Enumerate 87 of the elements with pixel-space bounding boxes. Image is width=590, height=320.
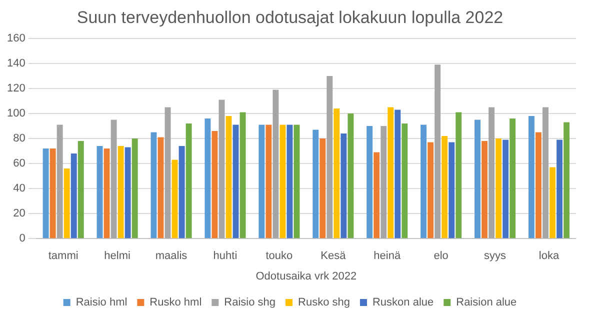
bar bbox=[488, 107, 495, 238]
bar bbox=[266, 124, 272, 238]
bar bbox=[420, 124, 427, 238]
bar bbox=[348, 113, 354, 238]
bar bbox=[402, 123, 408, 238]
y-tick-label: 100 bbox=[6, 108, 26, 120]
bar bbox=[172, 160, 178, 238]
bar bbox=[340, 133, 347, 238]
bar bbox=[334, 108, 340, 238]
bar bbox=[536, 132, 542, 238]
legend-label: Raisio hml bbox=[76, 296, 128, 309]
bar bbox=[496, 138, 502, 238]
bar bbox=[50, 148, 56, 238]
x-tick-label: heinä bbox=[374, 250, 402, 262]
x-tick-label: loka bbox=[538, 250, 560, 262]
bar bbox=[226, 116, 232, 238]
bar bbox=[78, 141, 84, 238]
bar bbox=[218, 100, 225, 238]
bar bbox=[212, 130, 218, 238]
bar bbox=[528, 116, 534, 238]
bar bbox=[474, 120, 480, 238]
bar bbox=[294, 124, 300, 238]
bar bbox=[186, 123, 192, 238]
y-tick-label: 20 bbox=[13, 208, 26, 220]
legend-label: Raision alue bbox=[456, 296, 517, 309]
x-tick-label: tammi bbox=[48, 250, 78, 262]
bar bbox=[70, 154, 77, 238]
bar bbox=[366, 126, 373, 238]
bar bbox=[118, 146, 124, 238]
bar bbox=[550, 167, 556, 238]
x-tick-label: touko bbox=[266, 250, 293, 262]
bar bbox=[380, 126, 387, 238]
bar bbox=[124, 147, 131, 238]
x-tick-label: maalis bbox=[155, 250, 188, 262]
bar bbox=[56, 124, 63, 238]
x-tick-label: Kesä bbox=[320, 250, 347, 262]
bar bbox=[272, 90, 279, 238]
bar bbox=[434, 64, 441, 238]
legend-label: Raisio shg bbox=[224, 296, 276, 309]
y-tick-label: 140 bbox=[6, 57, 26, 70]
bar bbox=[204, 118, 211, 238]
bar bbox=[320, 138, 326, 238]
y-tick-label: 60 bbox=[13, 158, 26, 170]
bar bbox=[240, 112, 246, 238]
bar bbox=[158, 137, 164, 238]
bar bbox=[456, 112, 462, 238]
y-tick-label: 120 bbox=[6, 82, 26, 94]
bar bbox=[104, 148, 110, 238]
bar bbox=[258, 124, 265, 238]
bar bbox=[286, 124, 293, 238]
y-tick-label: 80 bbox=[13, 132, 26, 145]
bar bbox=[442, 136, 448, 238]
y-tick-label: 40 bbox=[13, 182, 26, 195]
bar bbox=[64, 168, 70, 238]
bar bbox=[312, 130, 319, 238]
bar bbox=[280, 124, 286, 238]
bar bbox=[164, 107, 171, 238]
bar bbox=[502, 140, 509, 238]
bar bbox=[388, 107, 394, 238]
legend-label: Rusko hml bbox=[150, 296, 202, 309]
y-tick-label: 0 bbox=[19, 232, 26, 245]
bar bbox=[110, 120, 117, 238]
bar bbox=[132, 138, 138, 238]
y-tick-label: 160 bbox=[6, 32, 26, 44]
x-axis-title: Odotusaika vrk 2022 bbox=[256, 270, 357, 282]
bar bbox=[448, 142, 455, 238]
x-tick-label: syys bbox=[484, 250, 507, 262]
bar bbox=[178, 146, 185, 238]
bar bbox=[564, 122, 570, 238]
bar bbox=[428, 142, 434, 238]
legend-label: Rusko shg bbox=[298, 296, 350, 309]
bar bbox=[232, 124, 239, 238]
bar bbox=[326, 76, 333, 238]
bar bbox=[374, 152, 380, 238]
x-tick-label: elo bbox=[434, 250, 448, 262]
chart-title: Suun terveydenhuollon odotusajat lokakuun lopulla 2022 bbox=[76, 8, 504, 27]
legend-label: Ruskon alue bbox=[372, 296, 434, 309]
bar bbox=[542, 107, 548, 238]
x-tick-label: helmi bbox=[104, 250, 130, 262]
bar bbox=[150, 132, 157, 238]
bar bbox=[394, 110, 401, 238]
bar bbox=[42, 148, 49, 238]
bar bbox=[482, 141, 488, 238]
bar bbox=[510, 118, 516, 238]
x-tick-label: huhti bbox=[213, 250, 238, 262]
bar bbox=[556, 140, 563, 238]
bar bbox=[96, 146, 103, 238]
